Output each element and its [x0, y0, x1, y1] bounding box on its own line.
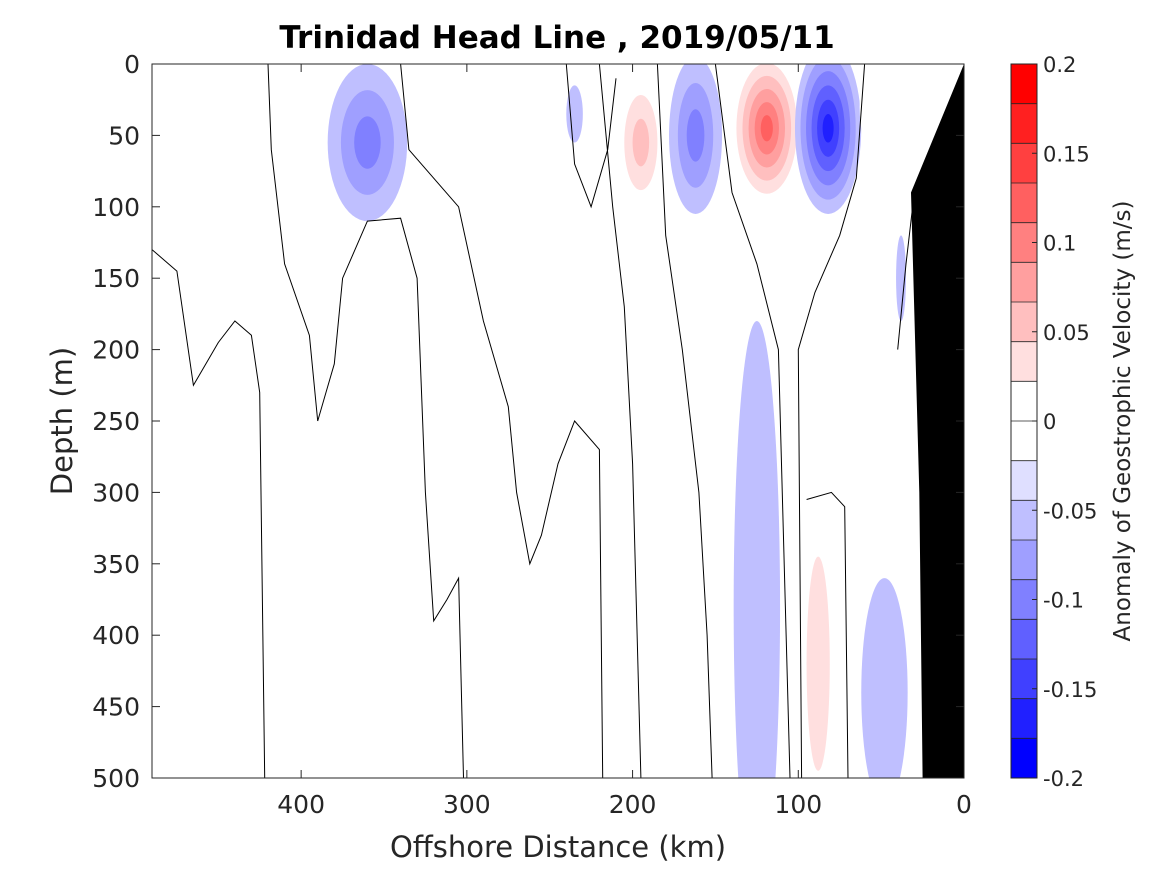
bottom-topography	[911, 64, 964, 778]
zero-contour-1	[267, 64, 464, 778]
colorbar-band-3	[1011, 183, 1037, 224]
anomaly-8-level-6	[760, 115, 773, 142]
anomaly-6-level-3	[632, 118, 650, 167]
colorbar-band-12	[1011, 540, 1037, 581]
x-axis-label: Offshore Distance (km)	[390, 830, 726, 864]
y-axis-label: Depth (m)	[45, 347, 79, 495]
colorbar-band-2	[1011, 143, 1037, 184]
y-tick-label-450: 450	[92, 693, 140, 722]
zero-contour-5	[598, 64, 642, 778]
zero-contour-0	[152, 249, 266, 778]
anomaly-2-level-3	[354, 116, 381, 169]
anomaly-7-level-3	[686, 109, 705, 162]
y-tick-label-50: 50	[108, 121, 140, 150]
anomaly-5-level-1	[566, 85, 583, 143]
y-tick-label-0: 0	[124, 50, 140, 79]
anomaly-10-level-1	[717, 278, 731, 350]
colorbar-band-17	[1011, 738, 1037, 779]
anomaly-15-level-1	[861, 578, 908, 778]
anomaly-11-level-1	[733, 321, 781, 778]
colorbar-label: Anomaly of Geostrophic Velocity (m/s)	[1110, 201, 1136, 642]
plot-area	[151, 63, 965, 779]
colorbar-band-11	[1011, 500, 1037, 541]
zero-contour-3	[565, 64, 617, 209]
anomaly-4-level-1	[533, 158, 550, 199]
colorbar-band-16	[1011, 698, 1037, 739]
colorbar-band-5	[1011, 262, 1037, 303]
y-tick-label-100: 100	[92, 193, 140, 222]
bottom-topography-layer	[911, 64, 964, 778]
colorbar-tick-label-6: -0.1	[1043, 589, 1084, 613]
colorbar-band-7	[1011, 341, 1037, 382]
y-tick-label-250: 250	[92, 407, 140, 436]
colorbar-band-0	[1011, 64, 1037, 105]
colorbar-band-1	[1011, 103, 1037, 144]
colorbar-tick-label-1: 0.15	[1043, 142, 1090, 166]
x-tick-label-200: 200	[609, 790, 657, 819]
colorbar-tick-label-5: -0.05	[1043, 499, 1097, 523]
anomaly-9-level-6	[822, 113, 834, 143]
colorbar-band-6	[1011, 302, 1037, 343]
anomaly-3-level-1	[499, 71, 534, 200]
colorbar-tick-label-4: 0	[1043, 410, 1056, 434]
colorbar-tick-label-3: 0.05	[1043, 321, 1090, 345]
anomaly-12-level-2	[806, 556, 830, 771]
y-tick-label-400: 400	[92, 621, 140, 650]
zero-contour-9	[806, 491, 849, 778]
y-axis: 0 50 100 150 200 250 300 350 400 450 500	[92, 50, 964, 793]
x-tick-label-400: 400	[277, 790, 325, 819]
colorbar-tick-label-0: 0.2	[1043, 53, 1076, 77]
anomaly-13-level-1	[854, 156, 892, 357]
colorbar-band-15	[1011, 659, 1037, 700]
zero-contour-7	[797, 64, 866, 778]
y-tick-label-500: 500	[92, 764, 140, 793]
y-tick-label-200: 200	[92, 336, 140, 365]
colorbar-tick-label-8: -0.2	[1043, 767, 1084, 791]
colorbar-tick-label-7: -0.15	[1043, 678, 1097, 702]
zero-contour-2	[400, 64, 604, 778]
colorbar-band-10	[1011, 460, 1037, 501]
y-tick-label-300: 300	[92, 478, 140, 507]
colorbar-band-8	[1011, 381, 1037, 422]
y-tick-label-150: 150	[92, 264, 140, 293]
x-tick-label-300: 300	[443, 790, 491, 819]
zero-contour-4	[656, 64, 713, 778]
anomaly-16-level-1	[896, 235, 906, 322]
colorbar-tick-label-2: 0.1	[1043, 232, 1076, 256]
zero-contour-6	[714, 64, 791, 778]
anomaly-14-level-1	[859, 64, 887, 150]
colorbar-band-9	[1011, 421, 1037, 462]
y-tick-label-350: 350	[92, 550, 140, 579]
anomaly-0-level-1	[152, 64, 235, 179]
x-axis: 400 300 200 100 0	[277, 64, 972, 819]
anomaly-1-level-1	[229, 159, 250, 212]
x-tick-label-100: 100	[774, 790, 822, 819]
chart-title: Trinidad Head Line , 2019/05/11	[279, 20, 834, 56]
anomaly-layer	[152, 64, 908, 778]
x-tick-label-0: 0	[956, 790, 972, 819]
colorbar-band-14	[1011, 619, 1037, 660]
zero-contour-layer	[152, 64, 915, 778]
colorbar: 0.2 0.15 0.1 0.05 0 -0.05 -0.1 -0.15 -0.2	[1010, 53, 1097, 791]
zero-contour-8	[897, 192, 915, 350]
